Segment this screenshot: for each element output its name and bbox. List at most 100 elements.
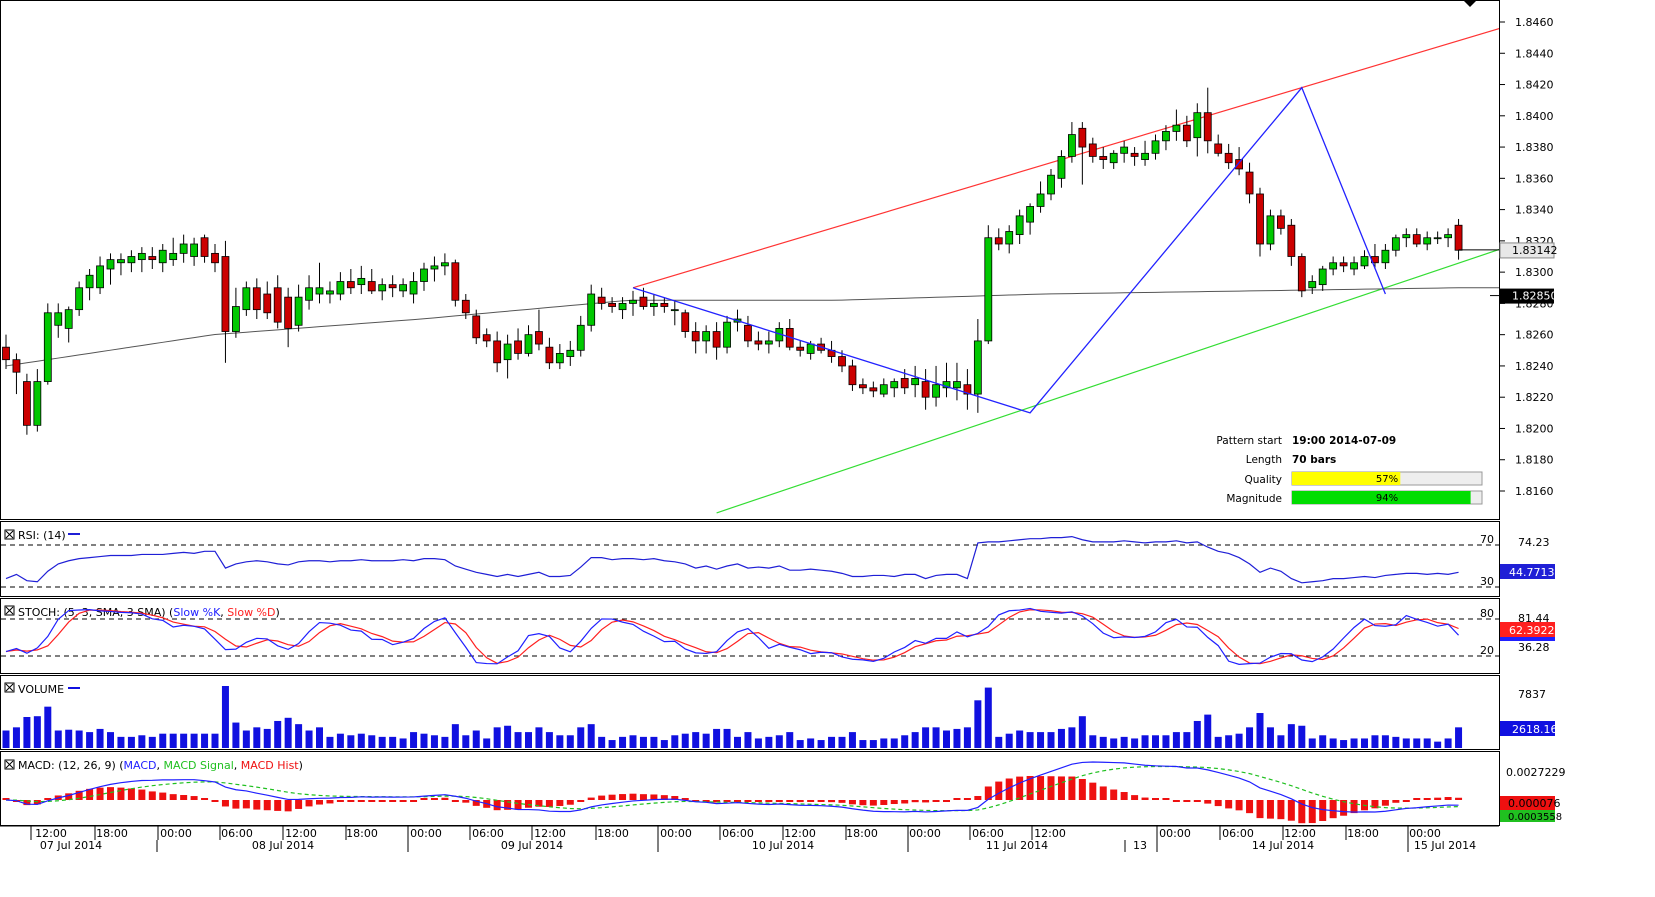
volume-bar — [702, 733, 710, 748]
time-hour-label: 00:00 — [1409, 827, 1441, 840]
volume-bar — [995, 736, 1003, 748]
macd-hist-bar — [326, 800, 334, 804]
time-date-label: 09 Jul 2014 — [501, 839, 563, 852]
candle-body — [1120, 146, 1129, 154]
macd-hist-bar — [23, 800, 31, 806]
volume-bar — [587, 724, 595, 748]
candle-body — [1256, 193, 1264, 245]
macd-hist-bar — [1444, 797, 1452, 800]
macd-hist-bar — [420, 798, 428, 800]
volume-bar — [253, 727, 261, 748]
current-price-tag: 1.83142 — [1458, 242, 1558, 259]
candle-body — [284, 296, 293, 329]
rsi-panel: RSI: (14) 70 30 74.23 44.77136 — [1, 529, 1562, 588]
macd-hist-bar — [525, 800, 532, 808]
rsi-level-30-label: 30 — [1480, 575, 1494, 588]
macd-hist-bar — [1089, 782, 1097, 800]
candle-body — [305, 287, 313, 301]
macd-hist-bar — [869, 800, 877, 806]
candle-body — [231, 306, 240, 332]
volume-bar — [953, 728, 961, 748]
time-hour-label: 00:00 — [160, 827, 192, 840]
macd-scale-top: 0.0027229 — [1506, 766, 1566, 779]
candle-body — [493, 340, 502, 364]
price-tick-label: 1.8260 — [1515, 329, 1554, 342]
rsi-level-70-label: 70 — [1480, 533, 1494, 546]
time-hour-label: 06:00 — [472, 827, 504, 840]
macd-hist-bar — [963, 798, 971, 800]
macd-hist-bar — [399, 800, 407, 802]
volume-bar — [869, 740, 877, 748]
candle-body — [618, 302, 627, 311]
volume-bar — [535, 727, 543, 748]
stoch-scale-top: 81.44 — [1518, 612, 1550, 625]
macd-hist-bar — [86, 788, 94, 800]
macd-hist-bar — [828, 800, 836, 803]
candle-body — [712, 331, 721, 348]
volume-bar — [430, 735, 438, 748]
candle-body — [96, 265, 104, 289]
macd-hist-bar — [1204, 800, 1212, 804]
macd-hist-bar — [629, 793, 637, 800]
candle-body — [869, 387, 878, 392]
volume-bar — [107, 732, 114, 748]
candle-body — [1339, 262, 1348, 267]
candle-body — [963, 384, 972, 395]
volume-bar — [744, 732, 752, 748]
macd-hist-bar — [1078, 778, 1086, 800]
volume-bar — [1047, 732, 1055, 748]
volume-bar — [859, 740, 867, 748]
macd-hist-bar — [242, 800, 250, 809]
stoch-slow-d-line — [5, 609, 1459, 665]
volume-bar — [1204, 714, 1212, 748]
candle-body — [461, 299, 470, 314]
time-date-label: 11 Jul 2014 — [986, 839, 1048, 852]
macd-hist-bar — [127, 788, 135, 800]
stoch-scale-low: 36.28 — [1518, 641, 1550, 654]
candle-body — [670, 309, 679, 312]
macd-hist-bar — [96, 787, 104, 800]
macd-hist-bar — [1340, 800, 1348, 816]
candle-body — [1078, 127, 1087, 148]
time-hour-label: 00:00 — [1159, 827, 1191, 840]
volume-bar — [713, 728, 721, 748]
price-tick-label: 1.8400 — [1515, 110, 1554, 123]
volume-bar — [410, 732, 418, 748]
candle-body — [576, 324, 585, 351]
volume-bar — [1235, 733, 1243, 748]
rsi-current-tag — [1500, 564, 1555, 579]
volume-bar — [828, 736, 836, 748]
pattern-info: Pattern start 19:00 2014-07-09 Length 70… — [1216, 435, 1483, 505]
volume-bar — [201, 733, 209, 748]
volume-bar — [420, 733, 428, 748]
scroll-marker-icon[interactable] — [1463, 0, 1477, 7]
volume-bar — [96, 728, 104, 748]
candle-body — [535, 331, 543, 345]
macd-hist-bar — [671, 795, 679, 800]
candle-body — [33, 381, 42, 426]
macd-hist-bar — [180, 795, 188, 800]
macd-hist-bar — [1120, 792, 1128, 800]
macd-hist-bar — [357, 800, 365, 802]
macd-hist-bar — [1172, 800, 1180, 802]
macd-hist-bar — [201, 798, 209, 800]
macd-hist-bar — [639, 794, 647, 800]
macd-title: MACD: (12, 26, 9) (MACD, MACD Signal, MA… — [18, 759, 303, 772]
magnitude-label: Magnitude — [1226, 493, 1282, 505]
volume-bar — [796, 740, 804, 748]
macd-hist-bar — [284, 800, 292, 812]
candle-body — [1162, 131, 1170, 142]
volume-bar — [1068, 727, 1076, 748]
macd-hist-bar — [744, 800, 752, 802]
volume-bar — [1057, 728, 1065, 748]
candle-body — [378, 284, 387, 292]
candle-body — [158, 249, 167, 264]
macd-hist-bar — [1329, 800, 1337, 819]
price-tick-label: 1.8340 — [1515, 204, 1554, 217]
candle-body — [1088, 143, 1097, 157]
volume-bar — [754, 738, 762, 748]
candle-body — [921, 381, 930, 398]
volume-bar — [1089, 735, 1097, 748]
volume-bar — [1005, 733, 1013, 748]
